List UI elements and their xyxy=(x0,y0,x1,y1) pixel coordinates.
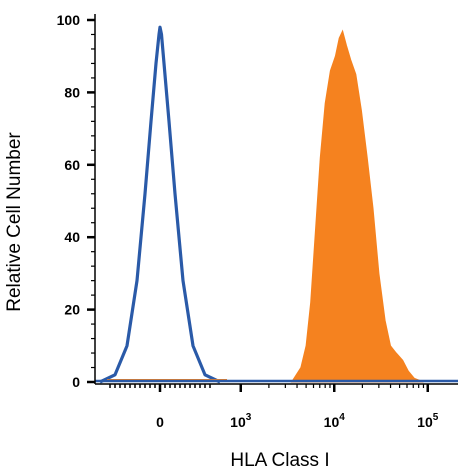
x-tick-label: 0 xyxy=(156,414,164,430)
x-tick-label: 103 xyxy=(230,412,252,430)
y-tick-label: 80 xyxy=(64,84,80,100)
x-tick-label: 104 xyxy=(324,412,346,430)
axes: 0 20 40 60 80 100 0 103 104 105 xyxy=(57,12,458,430)
y-tick-label: 40 xyxy=(64,229,80,245)
y-axis-title: Relative Cell Number xyxy=(4,132,25,312)
y-tick-label: 20 xyxy=(64,302,80,318)
histogram-outline-0 xyxy=(99,25,221,384)
x-tick-label: 105 xyxy=(417,412,439,430)
histogram-filled-1 xyxy=(290,29,424,383)
y-tick-label: 0 xyxy=(72,374,80,390)
y-tick-label: 100 xyxy=(57,12,81,28)
x-axis-title: HLA Class I xyxy=(230,450,329,471)
y-tick-label: 60 xyxy=(64,157,80,173)
plot-area xyxy=(95,25,458,384)
